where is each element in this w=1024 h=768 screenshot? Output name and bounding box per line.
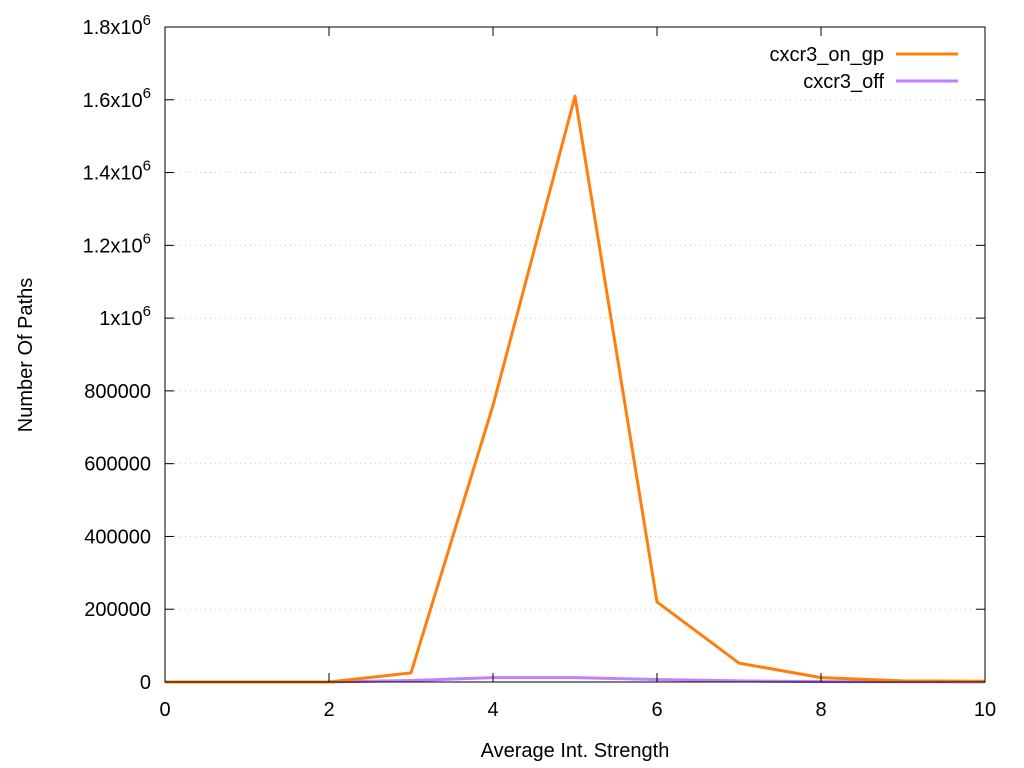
x-tick-label: 8 [815, 699, 826, 721]
x-tick-label: 10 [974, 699, 996, 721]
y-tick-label: 0 [140, 672, 151, 694]
y-tick-label: 200000 [84, 599, 151, 621]
x-tick-label: 2 [323, 699, 334, 721]
x-tick-label: 0 [159, 699, 170, 721]
x-axis-title: Average Int. Strength [481, 740, 670, 762]
x-tick-label: 6 [651, 699, 662, 721]
axis-ticks: 0 200000 400000 600000 800000 1x106 1.2x106 1.4… [83, 12, 997, 721]
x-tick-label: 4 [487, 699, 498, 721]
y-tick-label: 1.8x106 [83, 12, 151, 39]
y-tick-label: 800000 [84, 381, 151, 403]
gridlines [165, 99, 985, 610]
legend: cxcr3_on_gp cxcr3_off [769, 44, 958, 93]
plot-frame [164, 26, 986, 683]
series-line-cxcr3_on_gp [165, 94, 986, 684]
y-axis-title: Number Of Paths [15, 278, 37, 433]
legend-label: cxcr3_off [803, 71, 884, 93]
y-tick-label: 600000 [84, 454, 151, 476]
y-tick-label: 1.2x106 [83, 230, 151, 257]
series-layer [165, 94, 986, 684]
y-tick-label: 1.6x106 [83, 85, 151, 112]
y-tick-label: 1.4x106 [83, 158, 151, 185]
legend-label: cxcr3_on_gp [769, 44, 884, 66]
y-tick-label: 1x106 [99, 303, 151, 330]
y-tick-label: 400000 [84, 526, 151, 548]
